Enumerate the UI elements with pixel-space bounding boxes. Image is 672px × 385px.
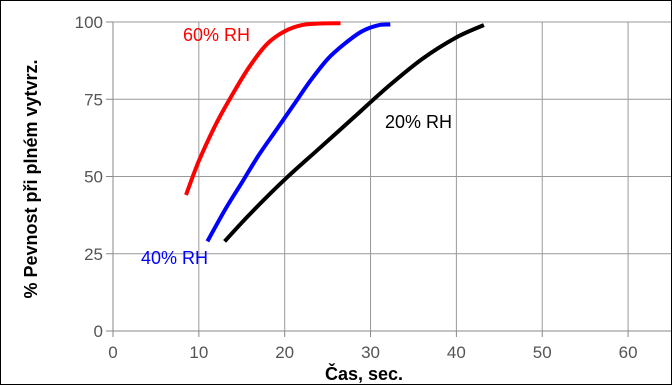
grid <box>106 21 671 337</box>
x-tick-label: 60 <box>619 343 638 362</box>
series-label-60rh: 60% RH <box>183 25 250 45</box>
x-tick-label: 30 <box>361 343 380 362</box>
series-label-20rh: 20% RH <box>385 112 452 132</box>
y-axis-title: % Pevnost při plném vytvrz. <box>21 59 41 298</box>
series-40rh-line <box>205 22 391 243</box>
tick-labels: 0 25 50 75 100 0 10 20 30 40 50 60 <box>75 13 638 362</box>
series-labels: 60% RH 40% RH 20% RH <box>141 25 452 268</box>
x-axis-title: Čas, sec. <box>325 363 403 384</box>
y-tick-label: 0 <box>94 322 103 341</box>
series-label-40rh: 40% RH <box>141 248 208 268</box>
y-tick-label: 50 <box>84 168 103 187</box>
x-tick-label: 20 <box>275 343 294 362</box>
x-tick-label: 10 <box>189 343 208 362</box>
x-tick-label: 0 <box>108 343 117 362</box>
series-60rh-line <box>184 21 341 196</box>
series-lines <box>184 21 485 243</box>
series-20rh-line <box>223 23 485 243</box>
y-tick-label: 75 <box>84 90 103 109</box>
y-tick-label: 100 <box>75 13 103 32</box>
y-tick-label: 25 <box>84 245 103 264</box>
x-tick-label: 40 <box>447 343 466 362</box>
x-tick-label: 50 <box>533 343 552 362</box>
